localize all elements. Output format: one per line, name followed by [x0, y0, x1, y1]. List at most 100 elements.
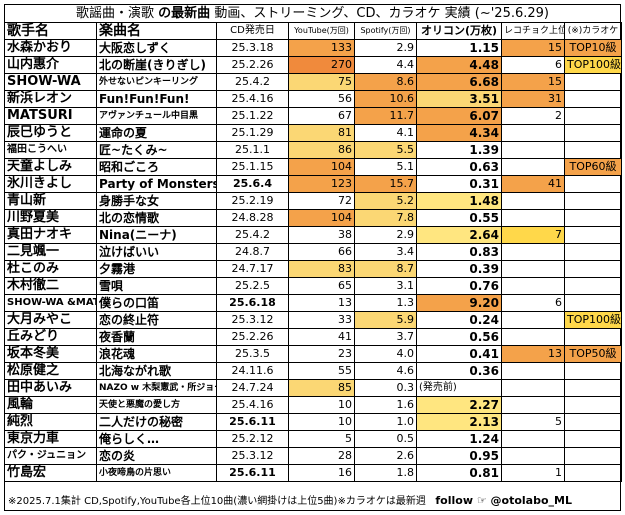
table-row: 二見颯一 泣けばいい 24.8.7 66 3.4 0.83 — [4, 243, 622, 261]
row-oricon: 0.36 — [416, 362, 502, 380]
row-oricon: 6.07 — [416, 107, 502, 125]
row-recochoku: 2 — [501, 107, 565, 125]
row-recochoku — [501, 192, 565, 210]
row-youtube: 66 — [288, 243, 355, 261]
row-spotify: 10.6 — [354, 90, 417, 108]
row-recochoku — [501, 447, 565, 465]
row-karaoke: TOP100級 — [564, 311, 622, 329]
row-recochoku: 31 — [501, 90, 565, 108]
row-karaoke: TOP60級 — [564, 158, 622, 176]
row-date: 25.1.22 — [216, 107, 289, 125]
row-date: 25.6.18 — [216, 294, 289, 312]
row-spotify: 1.0 — [354, 413, 417, 431]
table-row: パク・ジュニョン 恋の炎 25.3.12 28 2.6 0.95 — [4, 447, 622, 465]
row-artist: 氷川きよし — [4, 175, 97, 193]
row-youtube: 41 — [288, 328, 355, 346]
row-karaoke — [564, 226, 622, 244]
ranking-table: 歌手名 楽曲名 CD発売日 YouTube(万回) Spotify(万回) オリ… — [4, 22, 622, 482]
row-recochoku — [501, 124, 565, 142]
row-song: 運命の夏 — [96, 124, 217, 142]
row-karaoke — [564, 192, 622, 210]
row-recochoku — [501, 379, 565, 397]
row-artist: MATSURI — [4, 107, 97, 125]
row-date: 25.6.11 — [216, 464, 289, 482]
header-youtube: YouTube(万回) — [288, 22, 355, 40]
row-date: 25.3.18 — [216, 39, 289, 57]
row-karaoke — [564, 294, 622, 312]
row-karaoke — [564, 260, 622, 278]
row-recochoku: 41 — [501, 175, 565, 193]
row-karaoke — [564, 243, 622, 261]
row-date: 25.2.26 — [216, 328, 289, 346]
row-youtube: 75 — [288, 73, 355, 91]
row-recochoku — [501, 243, 565, 261]
row-date: 25.1.29 — [216, 124, 289, 142]
row-artist: 木村徹二 — [4, 277, 97, 295]
row-song: 天使と悪魔の愛し方 — [96, 396, 217, 414]
row-recochoku — [501, 311, 565, 329]
row-spotify: 5.2 — [354, 192, 417, 210]
header-oricon: オリコン(万枚) — [416, 22, 502, 40]
row-artist: 新浜レオン — [4, 90, 97, 108]
table-row: 新浜レオン Fun!Fun!Fun! 25.4.16 56 10.6 3.51 31 — [4, 90, 622, 108]
table-row: SHOW-WA 外せないピンキーリング 25.4.2 75 8.6 6.68 15 — [4, 73, 622, 91]
row-karaoke — [564, 379, 622, 397]
row-oricon: 0.55 — [416, 209, 502, 227]
row-oricon: 3.51 — [416, 90, 502, 108]
row-youtube: 72 — [288, 192, 355, 210]
row-karaoke — [564, 396, 622, 414]
row-song: 二人だけの秘密 — [96, 413, 217, 431]
row-youtube: 123 — [288, 175, 355, 193]
row-oricon: 0.95 — [416, 447, 502, 465]
row-recochoku: 1 — [501, 464, 565, 482]
row-artist: 杜このみ — [4, 260, 97, 278]
row-oricon: 1.48 — [416, 192, 502, 210]
table-row: 松原健之 北海ながれ歌 24.11.6 55 4.6 0.36 — [4, 362, 622, 380]
row-artist: 田中あいみ — [4, 379, 97, 397]
row-youtube: 10 — [288, 396, 355, 414]
row-spotify: 2.9 — [354, 39, 417, 57]
row-spotify: 7.8 — [354, 209, 417, 227]
row-recochoku: 5 — [501, 413, 565, 431]
row-song: 雪唄 — [96, 277, 217, 295]
row-date: 25.6.11 — [216, 413, 289, 431]
row-youtube: 13 — [288, 294, 355, 312]
row-karaoke — [564, 430, 622, 448]
row-youtube: 10 — [288, 413, 355, 431]
row-youtube: 104 — [288, 209, 355, 227]
row-artist: 丘みどり — [4, 328, 97, 346]
row-song: 泣けばいい — [96, 243, 217, 261]
row-karaoke — [564, 124, 622, 142]
row-recochoku — [501, 260, 565, 278]
header-row: 歌手名 楽曲名 CD発売日 YouTube(万回) Spotify(万回) オリ… — [4, 22, 622, 40]
row-oricon: 2.27 — [416, 396, 502, 414]
row-youtube: 133 — [288, 39, 355, 57]
table-row: 木村徹二 雪唄 25.2.5 65 3.1 0.76 — [4, 277, 622, 295]
row-artist: 二見颯一 — [4, 243, 97, 261]
row-oricon: 0.81 — [416, 464, 502, 482]
row-date: 25.4.2 — [216, 73, 289, 91]
row-oricon: 2.64 — [416, 226, 502, 244]
row-artist: 風輪 — [4, 396, 97, 414]
row-recochoku — [501, 328, 565, 346]
row-karaoke — [564, 413, 622, 431]
header-artist: 歌手名 — [4, 22, 97, 40]
row-spotify: 4.4 — [354, 56, 417, 74]
row-song: Nina(ニーナ) — [96, 226, 217, 244]
row-song: 僕らの口笛 — [96, 294, 217, 312]
row-oricon: 0.24 — [416, 311, 502, 329]
row-artist: 福田こうへい — [4, 141, 97, 159]
table-row: 竹島宏 小夜啼鳥の片思い 25.6.11 16 1.8 0.81 1 — [4, 464, 622, 482]
row-artist: 青山新 — [4, 192, 97, 210]
row-oricon: 6.68 — [416, 73, 502, 91]
header-karaoke: (※)カラオケ — [564, 22, 622, 40]
row-karaoke — [564, 447, 622, 465]
row-song: Fun!Fun!Fun! — [96, 90, 217, 108]
row-spotify: 5.9 — [354, 311, 417, 329]
header-song: 楽曲名 — [96, 22, 217, 40]
row-karaoke — [564, 73, 622, 91]
row-date: 24.11.6 — [216, 362, 289, 380]
row-karaoke — [564, 175, 622, 193]
row-spotify: 1.3 — [354, 294, 417, 312]
